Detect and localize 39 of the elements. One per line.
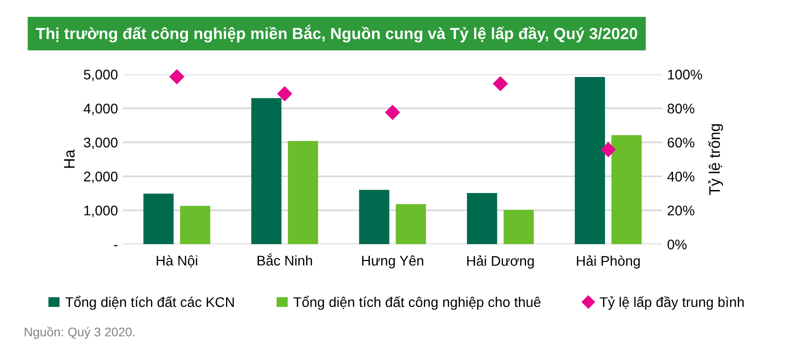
bar [504,210,534,244]
legend-label: Tỷ lệ lấp đầy trung bình [600,296,744,310]
bar [611,135,642,244]
y2-tick-label: 60% [668,138,694,148]
bar [466,192,498,244]
bar [574,77,605,244]
y2-axis-title: Tỷ lệ trống [708,124,724,196]
y-tick-label: 3,000 [84,138,118,150]
y2-tick-label: 0% [668,240,687,250]
y2-tick-label: 40% [667,172,694,182]
x-tick-label: Bắc Ninh [258,253,312,266]
chart-title: Thị trường đất công nghiệp miền Bắc, Nguồn cung và Tỷ lệ lấp đầy, Quý 3/2020 [36,24,638,42]
bar [180,206,210,244]
point [600,142,616,158]
y-axis-title: Ha [64,150,75,168]
bar [359,190,390,244]
x-tick-label: Hưng Yên [362,255,424,268]
y2-tick-label: 20% [668,206,694,216]
point [169,69,184,84]
point [492,76,508,92]
y-tick-label: 5,000 [84,70,118,82]
bar [396,204,426,244]
y2-tick-label: 100% [668,70,702,80]
y2-tick-label: 80% [668,104,694,114]
bar [251,98,282,244]
x-tick-label: Hải Dương [467,255,534,269]
x-tick-label: Hải Phòng [576,255,640,269]
point [277,86,292,102]
bar [288,140,318,244]
legend-label: Tổng diện tích đất công nghiệp cho thuê [294,296,541,310]
y-tick-label: 1,000 [84,206,118,218]
bar [143,194,174,244]
x-tick-label: Hà Nội [156,255,198,268]
legend-label: Tổng diện tích đất các KCN [65,296,234,310]
y-tick-label: 4,000 [84,104,118,116]
y-tick-label: 2,000 [84,172,118,184]
text: Nguồn: Quý 3 2020. [24,326,135,339]
point [384,104,400,120]
y-tick-label: - [114,245,118,246]
